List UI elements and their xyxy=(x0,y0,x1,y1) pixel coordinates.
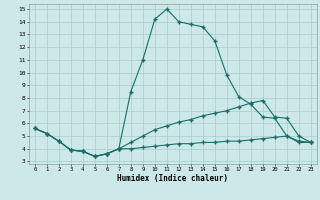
X-axis label: Humidex (Indice chaleur): Humidex (Indice chaleur) xyxy=(117,174,228,183)
